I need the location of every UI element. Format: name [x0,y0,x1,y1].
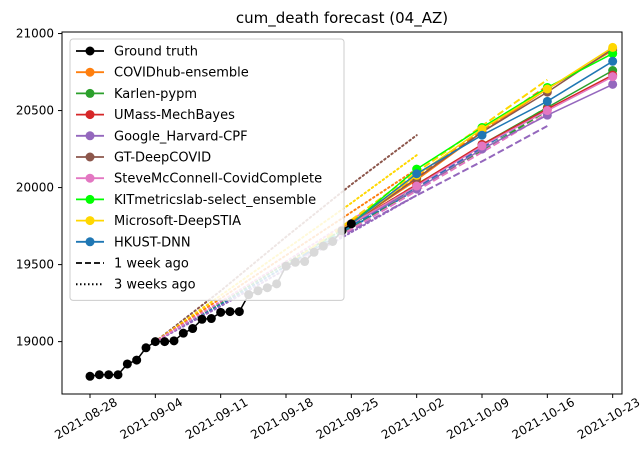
forecast-point [477,124,487,134]
legend-marker [85,88,95,98]
x-tick-label: 2021-09-25 [314,395,381,442]
x-tick-label: 2021-09-04 [118,395,185,442]
legend-marker [85,216,95,226]
x-tick-label: 2021-10-09 [444,395,511,442]
y-tick-label: 19500 [16,258,54,272]
legend-marker [85,67,95,77]
y-tick-label: 19000 [16,335,54,349]
legend-label: Google_Harvard-CPF [114,129,248,144]
ground-truth-point [234,307,244,317]
legend-label: HKUST-DNN [114,235,191,250]
legend-label: 1 week ago [114,257,189,272]
legend-marker [85,152,95,162]
y-tick-label: 21000 [16,27,54,41]
legend-marker [85,110,95,120]
forecast-point [477,141,487,151]
plot-frame [61,31,623,395]
forecast-point [542,96,552,106]
legend-box [69,38,345,301]
legend-marker [85,46,95,56]
ground-truth-point [141,343,151,353]
ground-truth-point [178,328,188,338]
legend-label: Karlen-pypm [114,87,197,102]
ground-truth-point [188,324,198,334]
forecast-point [608,42,618,52]
ground-truth-point [216,307,226,317]
ground-truth-point [150,337,160,347]
legend-label: Ground truth [114,45,198,60]
ground-truth-point [169,336,179,346]
forecast-point [477,130,487,140]
ground-truth-point [94,370,104,380]
ground-truth-point [225,307,235,317]
legend-marker [85,173,95,183]
x-tick-label: 2021-10-02 [379,395,446,442]
y-tick-label: 20500 [16,104,54,118]
legend-label: Microsoft-DeepSTIA [114,214,241,229]
legend-label: UMass-MechBayes [114,108,235,123]
forecast-point [542,84,552,94]
forecast-point [412,181,422,191]
legend-marker [85,237,95,247]
legend-label: GT-DeepCOVID [114,151,211,166]
ground-truth-point [122,359,132,369]
ground-truth-point [160,337,170,347]
three-weeks-ago-line [154,154,418,343]
x-tick-label: 2021-10-16 [510,395,577,442]
ground-truth-point [104,370,114,380]
legend-label: COVIDhub-ensemble [114,66,249,81]
legend-marker [85,194,95,204]
ground-truth-point [113,370,123,380]
legend: Ground truth COVIDhub-ensemble Karlen-pypm… [69,38,345,301]
legend-label: SteveMcConnell-CovidComplete [114,172,322,187]
x-axis: 2021-08-282021-09-042021-09-112021-09-18… [52,394,642,442]
ground-truth-point [346,219,356,229]
x-tick-label: 2021-08-28 [52,395,119,442]
forecast-point [412,169,422,179]
forecast-point [608,72,618,82]
y-tick-label: 20000 [16,181,54,195]
forecast-point [542,106,552,116]
forecast-point [608,49,618,59]
ground-truth-point [197,314,207,324]
x-tick-label: 2021-09-18 [248,395,315,442]
legend-label: 3 weeks ago [114,278,196,293]
y-axis: 19000 19500 20000 20500 21000 [16,27,62,349]
x-tick-label: 2021-09-11 [183,395,250,442]
chart-title: cum_death forecast (04_AZ) [236,9,448,28]
legend-marker [85,131,95,141]
forecast-point [608,56,618,66]
forecast-point [608,79,618,89]
ground-truth-point [132,355,142,365]
legend-label: KITmetricslab-select_ensemble [114,193,316,208]
ground-truth-point [206,314,216,324]
x-tick-label: 2021-10-23 [575,395,642,442]
one-week-ago-line [285,125,548,267]
ground-truth-point [85,371,95,381]
